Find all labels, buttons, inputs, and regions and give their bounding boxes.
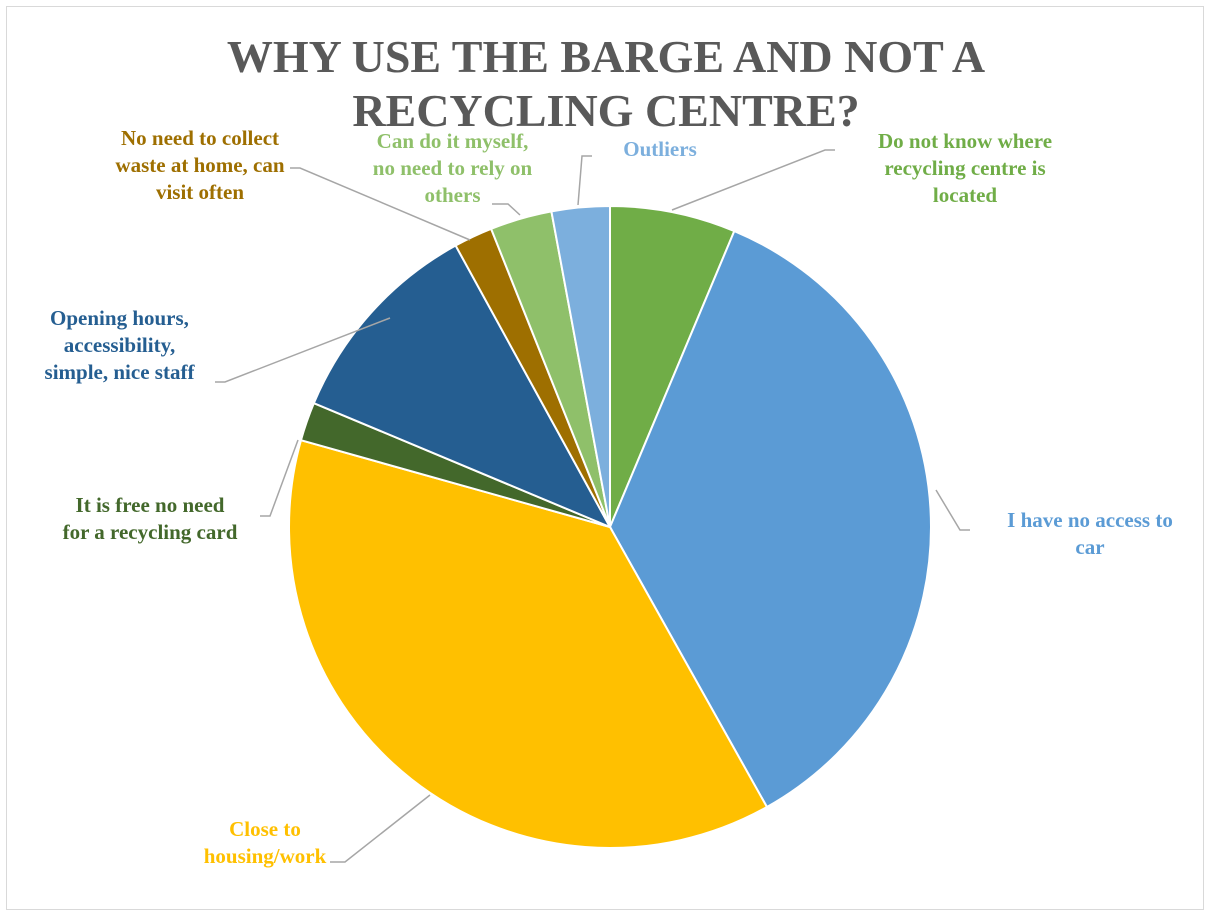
- leader-line-4: [215, 317, 391, 383]
- leader-line-2: [330, 794, 431, 863]
- chart-title: WHY USE THE BARGE AND NOT A RECYCLING CE…: [226, 31, 986, 136]
- slice-label-4: Opening hours, accessibility, simple, ni…: [44, 306, 195, 384]
- leader-line-3: [260, 439, 299, 517]
- leader-line-6: [492, 203, 521, 216]
- pie-slice-4: [312, 244, 613, 530]
- slice-label-1: I have no access to car: [1007, 508, 1173, 559]
- slice-label-5: No need to collect waste at home, can vi…: [115, 126, 285, 204]
- slice-label-0: Do not know where recycling centre is lo…: [877, 129, 1053, 207]
- leader-line-1: [935, 489, 970, 531]
- pie-slice-1: [608, 229, 932, 809]
- leader-line-7: [577, 155, 592, 206]
- slice-label-6: Can do it myself, no need to rely on oth…: [372, 129, 533, 207]
- pie-slice-0: [609, 204, 736, 528]
- slice-label-7: Outliers: [623, 137, 697, 161]
- slice-label-3: It is free no need for a recycling card: [62, 493, 238, 544]
- leader-line-5: [290, 167, 471, 241]
- pie-slice-7: [550, 204, 611, 528]
- pie-slice-2: [288, 438, 769, 849]
- leader-line-0: [671, 149, 835, 211]
- slice-label-2: Close to housing/work: [203, 817, 327, 868]
